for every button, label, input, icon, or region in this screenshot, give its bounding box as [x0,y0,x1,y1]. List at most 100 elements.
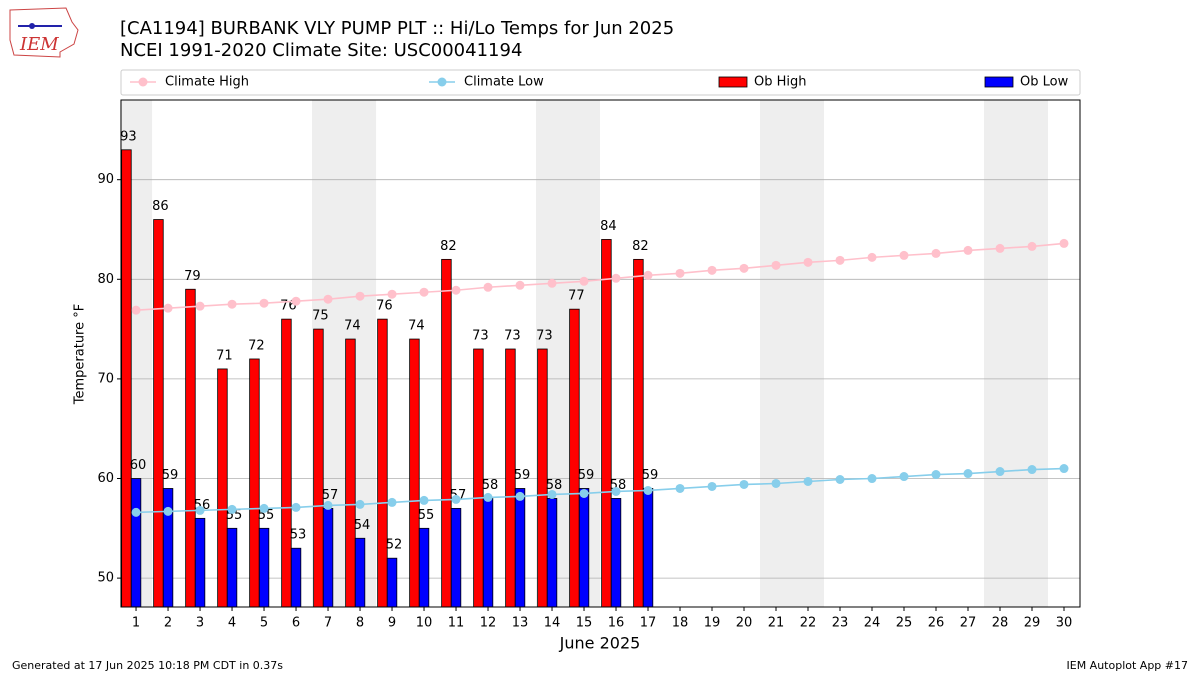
point [803,257,813,267]
bar [153,219,164,608]
point [451,494,461,504]
data-label: 57 [322,488,339,503]
legend-label: Ob Low [1020,75,1069,90]
legend-swatch [984,76,1014,88]
bar [610,498,622,608]
point [387,289,397,299]
footer-right: IEM Autoplot App #17 [1067,659,1189,672]
x-tick-label: 28 [992,616,1009,631]
point [195,301,205,311]
point [611,273,621,283]
point [643,485,653,495]
point [867,474,877,484]
point [835,255,845,265]
legend-label: Climate Low [464,75,544,90]
data-label: 58 [482,478,499,493]
point [291,296,301,306]
x-tick-label: 6 [292,616,300,631]
x-tick-label: 17 [640,616,657,631]
bar [418,527,430,608]
point [515,280,525,290]
point [739,263,749,273]
x-tick-label: 18 [672,616,689,631]
bar [601,239,612,608]
bar [354,537,366,608]
logo-dot [29,23,35,29]
point [259,503,269,513]
point [707,265,717,275]
legend-label: Climate High [165,75,249,90]
x-axis-label: June 2025 [559,634,641,653]
point [643,270,653,280]
data-label: 73 [504,329,521,344]
bar [130,478,142,608]
point [611,486,621,496]
bar [386,557,398,608]
data-label: 72 [248,338,265,353]
data-label: 77 [568,289,585,304]
point [547,278,557,288]
weekend-band [1016,100,1049,607]
x-tick-label: 22 [800,616,817,631]
data-label: 75 [312,309,329,324]
point [515,491,525,501]
x-tick-label: 20 [736,616,753,631]
logo-outline [9,7,79,58]
bar [450,507,462,608]
weekend-band [792,100,825,607]
data-label: 73 [472,329,489,344]
bar [409,338,420,608]
point [419,495,429,505]
x-tick-label: 16 [608,616,625,631]
x-tick-label: 4 [228,616,236,631]
bar [290,547,302,608]
point [131,305,141,315]
x-tick-label: 23 [832,616,849,631]
bar [514,488,526,608]
point [195,505,205,515]
line [135,242,1065,311]
point [1027,465,1037,475]
point [131,507,141,517]
x-tick-label: 21 [768,616,785,631]
bar [249,358,260,608]
point [451,285,461,295]
x-tick-label: 10 [416,616,433,631]
bar [185,288,196,608]
data-label: 59 [514,468,531,483]
point [1059,238,1069,248]
x-tick-label: 12 [480,616,497,631]
data-label: 86 [152,199,169,214]
x-tick-label: 30 [1056,616,1073,631]
y-tick-label: 60 [97,471,114,486]
x-tick-label: 25 [896,616,913,631]
y-tick-label: 80 [97,272,114,287]
bar [345,338,356,608]
x-tick-label: 29 [1024,616,1041,631]
x-tick-label: 2 [164,616,172,631]
point [387,497,397,507]
x-tick-label: 8 [356,616,364,631]
point [835,475,845,485]
logo: IEM [9,7,79,58]
point [227,504,237,514]
x-tick-label: 26 [928,616,945,631]
data-label: 58 [546,478,563,493]
point [899,250,909,260]
bar [313,328,324,608]
point [771,260,781,270]
point [259,298,269,308]
point [675,268,685,278]
bar [226,527,238,608]
point [707,481,717,491]
point [323,500,333,510]
data-label: 52 [386,538,403,553]
x-tick-label: 11 [448,616,465,631]
data-label: 82 [440,239,457,254]
point [675,483,685,493]
data-label: 54 [354,518,371,533]
bar [258,527,270,608]
y-tick-label: 50 [97,571,114,586]
x-tick-label: 3 [196,616,204,631]
